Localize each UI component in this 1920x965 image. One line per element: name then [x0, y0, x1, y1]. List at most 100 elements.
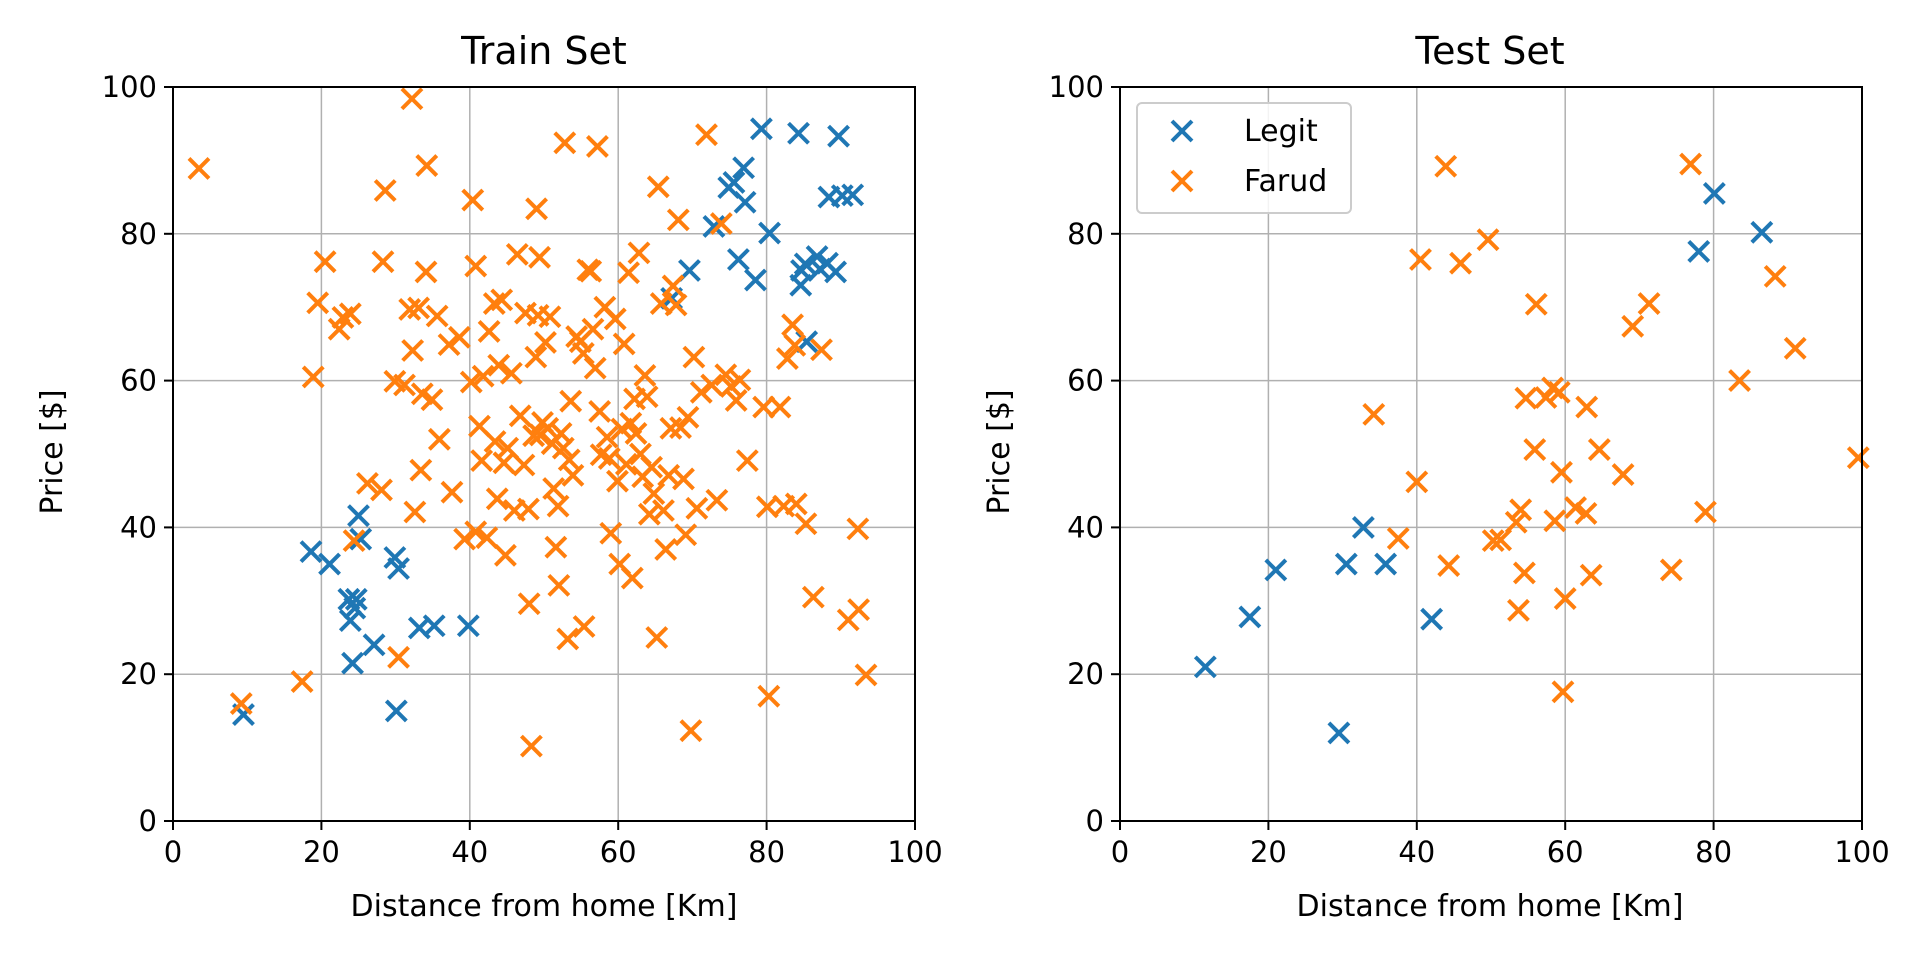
train-set-legit-point	[732, 156, 756, 180]
test-set-y-tick-label: 0	[1086, 804, 1104, 838]
train-set-fraud-point	[427, 427, 451, 451]
train-set-fraud-point	[538, 305, 562, 329]
train-set-fraud-point	[597, 446, 621, 470]
test-set-fraud-point	[1534, 386, 1558, 409]
train-set-legit-point	[702, 215, 726, 238]
test-set-x-tick-label: 80	[1695, 835, 1732, 869]
train-set-y-tick-label: 40	[120, 510, 157, 544]
train-set-fraud-point	[187, 157, 211, 180]
train-set-fraud-point	[757, 684, 781, 708]
test-set-fraud-point	[1504, 510, 1528, 534]
train-set-legit-point	[299, 540, 323, 564]
legend: Legit Farud	[1136, 102, 1352, 214]
test-set-legit-point	[1238, 605, 1262, 629]
train-set-x-tick-label: 60	[600, 835, 637, 869]
train-set-fraud-point	[524, 345, 548, 369]
train-set-y-tick-label: 80	[120, 217, 157, 251]
test-set-fraud-point	[1514, 386, 1538, 410]
train-set-legit-point	[349, 527, 373, 551]
train-set-fraud-point	[768, 395, 792, 419]
test-set-y-tick-label: 100	[1049, 70, 1104, 104]
train-set-y-tick-label: 20	[120, 657, 157, 691]
train-set-fraud-point	[783, 333, 807, 357]
train-set-fraud-point	[556, 627, 580, 651]
train-set-fraud-point	[517, 592, 541, 616]
train-set-fraud-point	[606, 469, 629, 493]
test-set-fraud-point	[1575, 395, 1599, 419]
test-set-fraud-point	[1434, 154, 1458, 178]
test-set-fraud-point	[1481, 529, 1505, 553]
test-set-fraud-point	[1621, 314, 1645, 338]
train-set-fraud-point	[559, 389, 583, 413]
train-set-fraud-point	[517, 497, 540, 521]
train-set-fraud-point	[393, 373, 416, 397]
train-set-fraud-point	[595, 425, 619, 449]
train-set-fraud-point	[519, 734, 543, 758]
train-set-fraud-point	[847, 598, 871, 622]
train-set-fraud-point	[415, 154, 439, 177]
test-set-plot-area: 0 20 40 60 80 100 0 20 40 60 80 100	[1049, 70, 1890, 869]
train-set-legit-point	[744, 268, 767, 292]
test-set-fraud-point	[1449, 251, 1472, 275]
train-set-fraud-point	[342, 529, 366, 553]
test-set-fraud-point	[1659, 558, 1683, 582]
train-set-fraud-point	[581, 317, 605, 341]
train-set-fraud-point	[477, 320, 501, 343]
legend-fraud-marker-icon	[1170, 169, 1194, 193]
test-set-legit-point	[1327, 721, 1351, 745]
test-set-legit-point	[1750, 220, 1774, 244]
train-set-fraud-point	[682, 345, 706, 369]
test-set-legit-point	[1702, 182, 1726, 205]
test-set-fraud-point	[1728, 369, 1751, 393]
train-set-legit-point	[387, 557, 410, 580]
train-set-panel: 0 20 40 60 80 100 0 20 40 60 80 100 Train Set Dista…	[35, 29, 943, 924]
test-set-y-tick-label: 20	[1067, 657, 1104, 691]
train-set-fraud-point	[784, 492, 808, 516]
train-set-fraud-point	[700, 373, 724, 397]
train-set-legit-point	[384, 699, 408, 723]
test-set-fraud-point	[1574, 502, 1598, 525]
train-set-legit-point	[341, 651, 364, 675]
train-set-fraud-point	[373, 179, 397, 202]
train-set-fraud-point	[505, 242, 529, 266]
test-set-fraud-point	[1611, 463, 1635, 486]
train-set-legit-point	[456, 614, 480, 638]
train-set-fraud-point	[620, 566, 644, 590]
train-set-fraud-point	[447, 325, 471, 349]
train-set-legit-point	[816, 251, 839, 275]
train-set-fraud-point	[229, 692, 253, 715]
test-set-fraud-point	[1386, 526, 1410, 550]
train-set-x-tick-label: 0	[164, 835, 182, 869]
legend-legit-marker-icon	[1170, 119, 1194, 143]
test-set-fraud-point	[1679, 152, 1703, 176]
train-set-fraud-point	[612, 332, 636, 356]
legend-legit-label: Legit	[1244, 114, 1318, 149]
train-set-fraud-point	[470, 449, 494, 473]
train-set-axes-frame	[172, 86, 916, 822]
train-set-fraud-point	[614, 452, 638, 476]
train-set-fraud-point	[617, 261, 641, 285]
train-set-fraud-point	[846, 517, 870, 541]
train-set-legit-point	[749, 117, 773, 141]
train-set-fraud-point	[475, 526, 499, 550]
train-set-legit-point	[362, 633, 386, 657]
train-set-fraud-point	[676, 405, 700, 429]
train-set-fraud-point	[685, 496, 709, 520]
test-set-panel: 0 20 40 60 80 100 0 20 40 60 80 100 Test Set Distan…	[982, 29, 1890, 924]
train-set-y-tick-label: 60	[120, 364, 157, 398]
train-set-legit-point	[787, 121, 810, 145]
train-set-fraud-point	[603, 307, 627, 331]
test-set-fraud-point	[1694, 500, 1717, 524]
train-set-fraud-point	[624, 422, 648, 445]
train-set-fraud-point	[752, 395, 776, 419]
train-set-fraud-point	[666, 208, 690, 232]
train-set-fraud-point	[407, 296, 431, 320]
train-set-fraud-point	[801, 585, 825, 609]
train-set-fraud-point	[669, 416, 692, 439]
test-set-fraud-point	[1637, 292, 1661, 315]
test-set-axes-frame	[1119, 86, 1863, 822]
test-set-fraud-point	[1783, 336, 1807, 360]
train-set-y-axis-label: Price [$]	[35, 389, 70, 514]
